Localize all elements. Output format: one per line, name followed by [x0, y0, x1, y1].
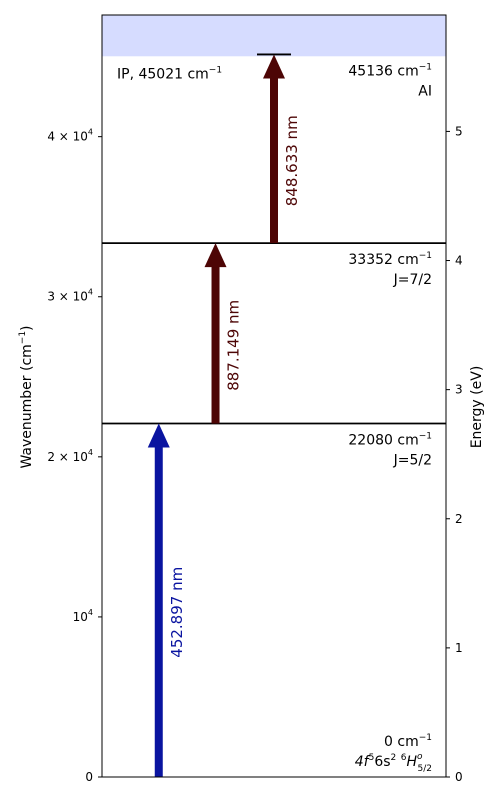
labels: 452.897 nm 887.149 nm 848.633 nm IP, 45021 …	[117, 62, 432, 774]
level-energy-label: 22080 cm−1	[348, 432, 432, 449]
transitions	[147, 53, 291, 777]
transition-arrow	[257, 53, 291, 244]
transition-wavelength-label: 887.149 nm	[225, 300, 243, 391]
arrow-shaft	[211, 266, 220, 424]
arrow-head	[147, 423, 170, 448]
level-j-label: AI	[418, 83, 432, 99]
arrow-shaft	[270, 77, 278, 244]
y-axis-tick-label: 2 × 104	[47, 448, 93, 464]
energy-axis-tick-label: 4	[455, 254, 463, 268]
level-energy-label: 33352 cm−1	[348, 251, 432, 268]
transition-wavelength-label: 452.897 nm	[168, 567, 186, 658]
level-energy-label: 45136 cm−1	[348, 62, 432, 79]
plot-frame	[101, 14, 447, 778]
ground-configuration-label: 4f56s2 6Ho 5/2	[355, 752, 432, 774]
y-axis-tick-label: 0	[85, 770, 93, 784]
energy-levels	[102, 242, 446, 425]
energy-axis-tick-label: 1	[455, 641, 463, 655]
arrow-shaft	[154, 446, 163, 777]
ionization-potential-label: IP, 45021 cm−1	[117, 65, 222, 82]
energy-axis-tick-label: 5	[455, 124, 463, 138]
transition-arrow	[147, 423, 170, 777]
y-axis-tick-label: 3 × 104	[47, 288, 93, 304]
transition-wavelength-label: 848.633 nm	[283, 115, 301, 206]
arrow-head	[263, 54, 285, 79]
y-axis-tick-label: 4 × 104	[47, 128, 93, 144]
level-energy-label: 0 cm−1	[384, 733, 432, 750]
energy-axis-label: Energy (eV)	[469, 366, 485, 449]
ionization-continuum	[102, 15, 446, 57]
energy-axis-tick-label: 0	[455, 770, 463, 784]
energy-axis-tick-label: 2	[455, 512, 463, 526]
level-j-label: J=7/2	[393, 272, 432, 288]
continuum-band	[102, 15, 446, 57]
y-axis-tick-label: 104	[73, 608, 93, 624]
energy-axis-tick-label: 3	[455, 383, 463, 397]
y-axis-label: Wavenumber (cm−1)	[18, 325, 35, 468]
transition-arrow	[204, 243, 227, 424]
arrow-head	[204, 243, 227, 268]
level-j-label: J=5/2	[393, 453, 432, 469]
